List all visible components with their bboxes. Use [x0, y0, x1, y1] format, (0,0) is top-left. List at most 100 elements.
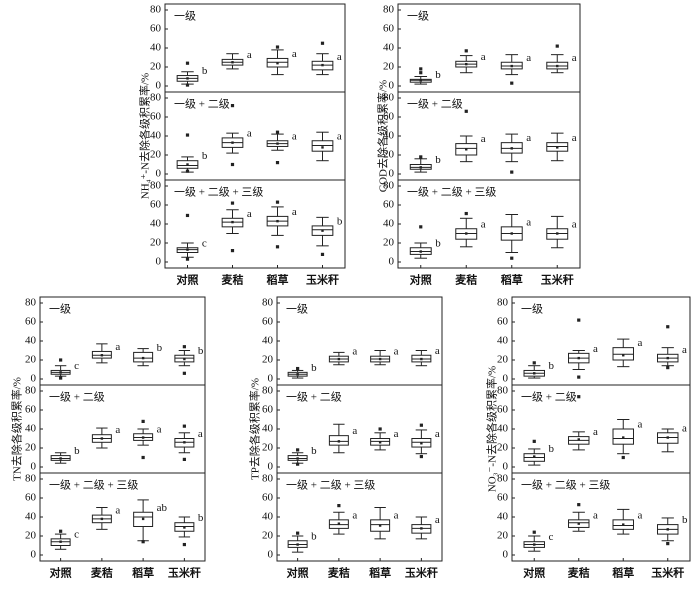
outlier: [141, 540, 145, 544]
stage-label: 一级 + 二级: [49, 391, 105, 404]
significance-letter: a: [481, 51, 486, 63]
outlier: [141, 455, 145, 460]
outlier: [296, 531, 300, 535]
significance-letter: b: [198, 512, 204, 524]
x-tick-label: 玉米秆: [405, 566, 438, 580]
mean-point: [321, 229, 324, 232]
significance-letter: a: [637, 509, 642, 521]
y-tick-label: 60: [383, 23, 395, 35]
outlier: [182, 542, 186, 547]
mean-point: [465, 232, 468, 235]
stage-label: 一级 + 二级 + 三级: [286, 479, 375, 492]
y-axis-label: COD去除各级积累率/%: [376, 80, 390, 192]
stage-label: 一级 + 二级: [521, 391, 577, 404]
significance-letter: a: [157, 423, 162, 435]
y-tick-label: 40: [150, 218, 162, 230]
y-tick-label: 60: [25, 404, 37, 416]
outlier: [230, 249, 235, 253]
y-tick-label: 0: [503, 461, 509, 473]
stage-label: 一级: [407, 10, 429, 23]
y-tick-label: 80: [150, 4, 162, 16]
mean-point: [100, 354, 104, 357]
significance-letter: ab: [157, 502, 168, 514]
y-tick-label: 80: [497, 297, 509, 309]
x-tick-label: 对照: [50, 566, 72, 580]
mean-point: [622, 523, 625, 526]
y-tick-label: 40: [262, 423, 274, 435]
significance-letter: b: [202, 150, 208, 162]
mean-point: [510, 147, 513, 150]
mean-point: [231, 61, 234, 64]
significance-letter: b: [682, 514, 688, 526]
stage-label: 一级 + 二级 + 三级: [174, 186, 263, 199]
outlier: [378, 427, 382, 431]
outlier: [577, 395, 581, 399]
outlier: [275, 245, 280, 249]
y-tick-label: 40: [150, 42, 162, 54]
y-tick-label: 0: [268, 549, 274, 561]
significance-letter: a: [593, 426, 598, 438]
outlier: [419, 155, 423, 159]
significance-letter: b: [202, 65, 208, 77]
significance-letter: a: [198, 428, 203, 440]
y-tick-label: 80: [150, 180, 162, 192]
x-tick-label: 玉米秆: [168, 566, 201, 580]
outlier: [419, 71, 423, 75]
mean-point: [378, 441, 382, 444]
outlier: [275, 161, 280, 165]
y-tick-label: 40: [25, 335, 37, 347]
outlier: [275, 200, 280, 204]
y-tick-label: 80: [262, 297, 274, 309]
mean-point: [141, 517, 145, 521]
significance-letter: b: [311, 362, 317, 374]
stage-label: 一级 + 二级 + 三级: [521, 479, 610, 492]
mean-point: [420, 357, 423, 361]
outlier: [296, 448, 300, 452]
outlier: [230, 201, 235, 205]
significance-letter: a: [247, 127, 252, 139]
significance-letter: a: [572, 218, 577, 230]
x-tick-label: 玉米秆: [541, 273, 574, 287]
significance-letter: a: [337, 51, 342, 63]
outlier: [185, 257, 190, 261]
significance-letter: b: [435, 69, 441, 81]
significance-letter: b: [74, 445, 80, 457]
significance-letter: a: [247, 49, 252, 61]
mean-point: [337, 522, 341, 525]
y-tick-label: 80: [25, 385, 37, 397]
mean-point: [337, 440, 341, 443]
significance-letter: a: [682, 422, 687, 434]
stage-label: 一级: [49, 303, 71, 316]
x-tick-label: 玉米秆: [306, 273, 339, 287]
stage-label: 一级: [174, 10, 196, 23]
y-tick-label: 20: [25, 442, 37, 454]
significance-letter: c: [74, 528, 79, 540]
significance-letter: c: [74, 360, 79, 372]
stage-label: 一级: [521, 303, 543, 316]
significance-letter: b: [435, 237, 441, 249]
x-tick-label: 稻草: [369, 566, 391, 580]
mean-point: [577, 438, 580, 441]
mean-point: [183, 357, 186, 361]
mean-point: [420, 527, 423, 530]
y-tick-label: 20: [497, 354, 509, 366]
mean-point: [577, 522, 580, 525]
mean-point: [337, 357, 341, 361]
significance-letter: a: [682, 344, 687, 356]
outlier: [532, 361, 536, 365]
outlier: [185, 133, 190, 137]
y-tick-label: 60: [262, 404, 274, 416]
y-tick-label: 0: [31, 373, 37, 385]
y-tick-label: 0: [31, 549, 37, 561]
mean-point: [183, 526, 186, 529]
mean-point: [100, 517, 104, 521]
outlier: [510, 170, 514, 174]
significance-letter: c: [548, 531, 553, 543]
significance-letter: a: [115, 505, 120, 517]
outlier: [141, 419, 145, 423]
x-tick-label: 麦秸: [328, 566, 350, 580]
outlier: [532, 530, 536, 534]
mean-point: [141, 356, 145, 360]
outlier: [666, 325, 670, 329]
significance-letter: b: [157, 342, 163, 354]
